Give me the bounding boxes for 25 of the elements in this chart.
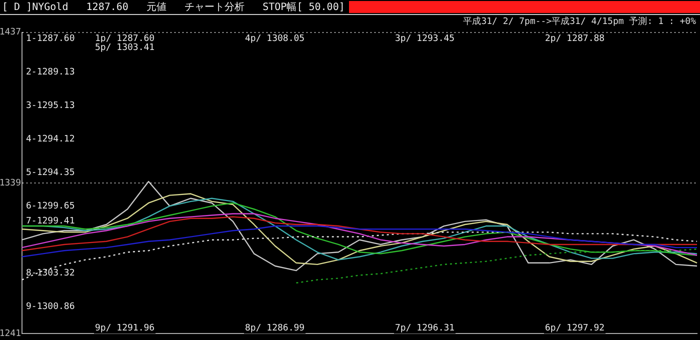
- annotation: 4p/ 1308.05: [245, 34, 305, 44]
- annotation: 8p/ 1286.99: [245, 323, 305, 334]
- annotation: 7-1299.41: [26, 216, 75, 227]
- annotation: 7p/ 1296.31: [395, 323, 455, 334]
- annotation: 1p/ 1287.60: [95, 34, 155, 44]
- annotation: 2-1289.13: [26, 68, 75, 78]
- annotation: 6p/ 1297.92: [545, 323, 605, 334]
- annotation: 6-1299.65: [26, 202, 75, 212]
- annotation: 3p/ 1293.45: [395, 34, 455, 44]
- annotation: 2p/ 1287.88: [545, 34, 605, 44]
- annotation: 8-1303.32: [26, 268, 75, 279]
- y-tick-label: 1339: [0, 178, 21, 188]
- annotation: 5p/ 1303.41: [95, 43, 155, 54]
- annotation: 9p/ 1291.96: [95, 323, 155, 334]
- annotation: 5-1294.35: [26, 168, 75, 178]
- y-tick-label: 1241: [0, 328, 21, 339]
- line-series: [296, 248, 698, 284]
- annotation: 1-1287.60: [26, 34, 75, 44]
- line-series: [21, 232, 698, 280]
- y-tick-label: 1437: [0, 28, 21, 38]
- chart-title: [ D ]NYGold 1287.60 元値 チャート分析 STOP幅[ 50.00]: [1, 0, 345, 14]
- annotation: 4-1294.12: [26, 134, 75, 145]
- annotation: 9-1300.86: [26, 302, 75, 312]
- chart-subtitle: 平成31/ 2/ 7pm-->平成31/ 4/15pm 予測: 1 : +0%: [462, 16, 697, 27]
- annotation: 3-1295.13: [26, 101, 75, 112]
